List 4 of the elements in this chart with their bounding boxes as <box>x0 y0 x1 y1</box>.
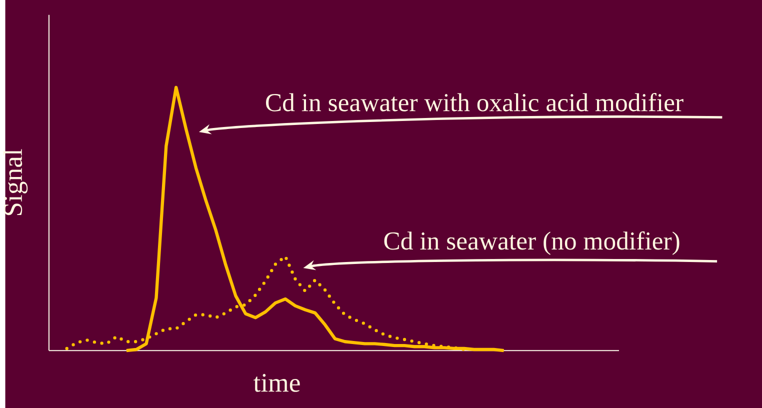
annotation: Cd in seawater (no modifier) <box>384 231 680 255</box>
annotation: Cd in seawater with oxalic acid modifier <box>266 92 684 112</box>
y-axis-title: Signal <box>3 149 28 215</box>
x-axis-title: time <box>254 374 300 392</box>
